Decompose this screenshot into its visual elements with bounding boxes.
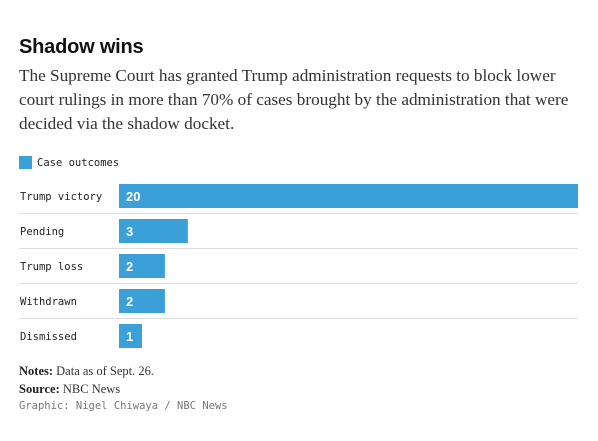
category-label-trump-victory: Trump victory (20, 191, 102, 203)
graphic-credit: Graphic: Nigel Chiwaya / NBC News (19, 400, 228, 412)
legend-swatch (19, 156, 32, 169)
chart-subtitle: The Supreme Court has granted Trump admi… (19, 66, 569, 133)
category-label-dismissed: Dismissed (20, 331, 77, 343)
bar-dismissed (119, 324, 142, 348)
bar-trump-loss (119, 254, 165, 278)
legend-label: Case outcomes (37, 156, 120, 169)
bar-value-withdrawn: 2 (126, 294, 133, 309)
bar-withdrawn (119, 289, 165, 313)
bar-trump-victory (119, 184, 578, 208)
source-text: NBC News (62, 382, 121, 396)
source-label: Source: (19, 382, 60, 396)
category-label-pending: Pending (20, 226, 64, 238)
notes-label: Notes: (19, 364, 54, 378)
category-label-trump-loss: Trump loss (20, 261, 83, 273)
bar-value-trump-victory: 20 (126, 189, 140, 204)
bar-value-dismissed: 1 (126, 329, 133, 344)
bar-value-trump-loss: 2 (126, 259, 133, 274)
chart-title: Shadow wins (19, 36, 144, 58)
category-label-withdrawn: Withdrawn (20, 296, 77, 308)
bar-pending (119, 219, 188, 243)
notes-text: Data as of Sept. 26. (56, 364, 155, 378)
bar-value-pending: 3 (126, 224, 133, 239)
bar-chart: Trump victory 20 Pending 3 Trump loss 2 Withdr… (0, 178, 598, 353)
legend: Case outcomes (19, 156, 119, 169)
bar-chart-svg: Trump victory 20 Pending 3 Trump loss 2 Withdr… (19, 184, 578, 348)
notes-line: Notes: Data as of Sept. 26. (19, 362, 154, 380)
notes-block: Notes: Data as of Sept. 26. Source: NBC … (19, 362, 154, 398)
source-line: Source: NBC News (19, 380, 154, 398)
